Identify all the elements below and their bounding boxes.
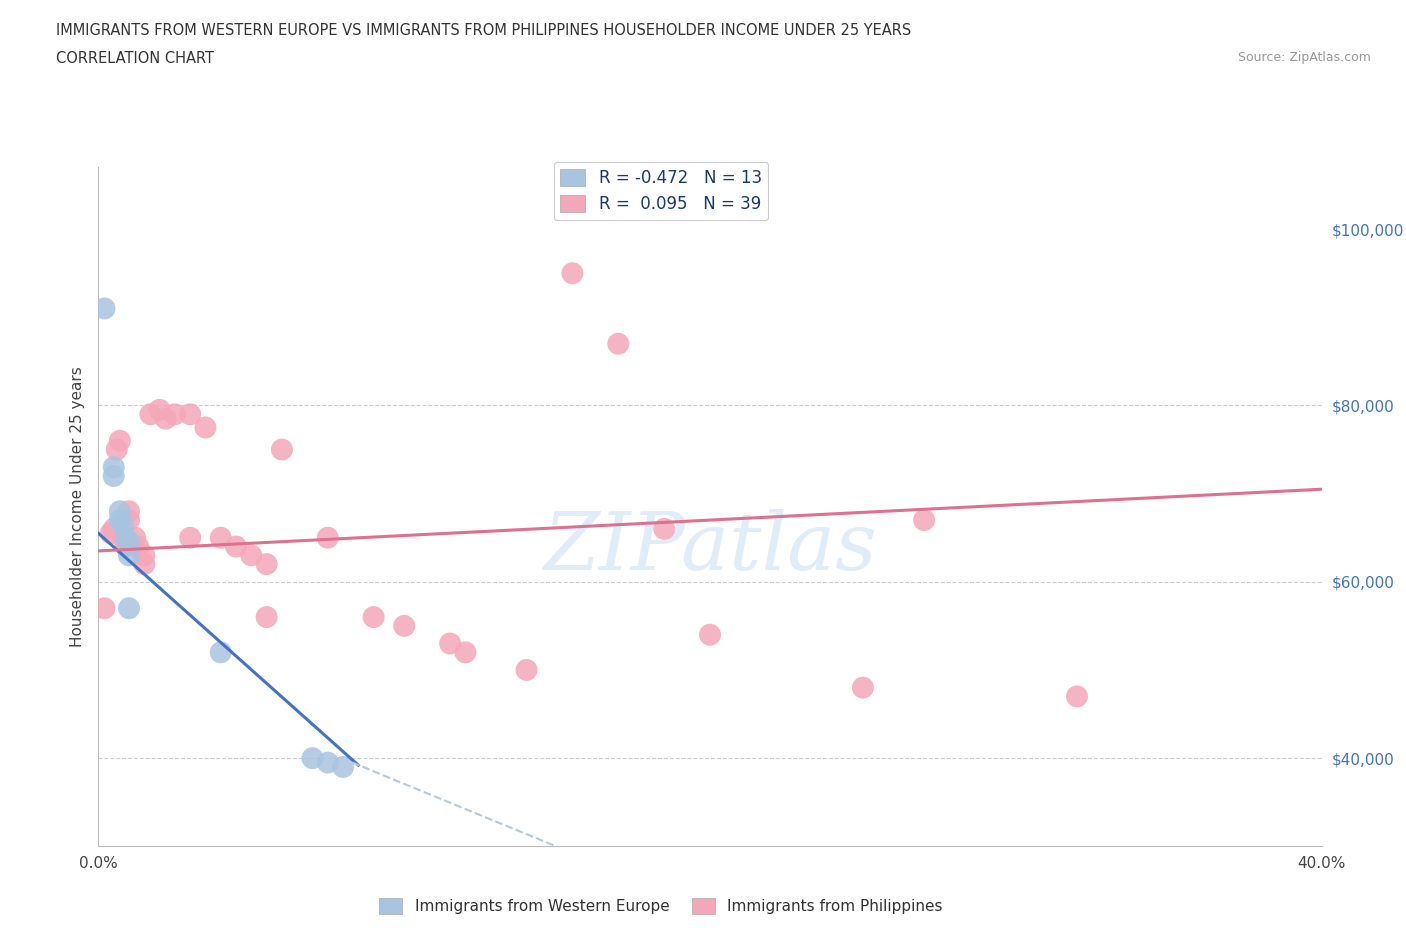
- Text: Source: ZipAtlas.com: Source: ZipAtlas.com: [1237, 51, 1371, 64]
- Point: [115, 530, 138, 545]
- Point: [118, 548, 141, 563]
- Point: [912, 512, 935, 527]
- Point: [316, 755, 339, 770]
- Point: [100, 525, 122, 540]
- Text: ZIPatlas: ZIPatlas: [543, 509, 877, 586]
- Point: [93, 601, 115, 616]
- Point: [301, 751, 323, 765]
- Point: [134, 548, 156, 563]
- Point: [225, 539, 247, 554]
- Point: [256, 610, 278, 625]
- Point: [139, 406, 162, 421]
- Point: [108, 433, 131, 448]
- Point: [652, 522, 675, 537]
- Point: [209, 644, 232, 659]
- Point: [149, 403, 172, 418]
- Point: [118, 601, 141, 616]
- Point: [127, 539, 149, 554]
- Y-axis label: Householder Income Under 25 years: Householder Income Under 25 years: [69, 366, 84, 647]
- Point: [316, 530, 339, 545]
- Point: [105, 442, 128, 457]
- Point: [332, 760, 354, 775]
- Point: [270, 442, 292, 457]
- Point: [516, 662, 538, 677]
- Point: [209, 530, 232, 545]
- Point: [561, 266, 583, 281]
- Point: [108, 504, 131, 519]
- Point: [163, 406, 186, 421]
- Point: [103, 469, 125, 484]
- Point: [256, 557, 278, 572]
- Point: [118, 535, 141, 550]
- Point: [1066, 689, 1088, 704]
- Point: [124, 530, 146, 545]
- Point: [118, 512, 141, 527]
- Point: [363, 610, 385, 625]
- Point: [103, 459, 125, 474]
- Point: [108, 512, 131, 527]
- Point: [93, 301, 115, 316]
- Point: [179, 530, 201, 545]
- Point: [179, 406, 201, 421]
- Point: [607, 337, 630, 352]
- Point: [134, 557, 156, 572]
- Point: [699, 627, 721, 642]
- Point: [194, 420, 217, 435]
- Point: [852, 680, 875, 695]
- Legend: Immigrants from Western Europe, Immigrants from Philippines: Immigrants from Western Europe, Immigran…: [373, 892, 949, 920]
- Point: [111, 517, 134, 532]
- Point: [454, 644, 477, 659]
- Point: [240, 548, 263, 563]
- Point: [103, 522, 125, 537]
- Text: IMMIGRANTS FROM WESTERN EUROPE VS IMMIGRANTS FROM PHILIPPINES HOUSEHOLDER INCOME: IMMIGRANTS FROM WESTERN EUROPE VS IMMIGR…: [56, 23, 911, 38]
- Point: [115, 539, 138, 554]
- Point: [485, 861, 508, 876]
- Point: [111, 530, 134, 545]
- Point: [392, 618, 416, 633]
- Point: [439, 636, 461, 651]
- Text: CORRELATION CHART: CORRELATION CHART: [56, 51, 214, 66]
- Point: [155, 411, 177, 426]
- Point: [118, 504, 141, 519]
